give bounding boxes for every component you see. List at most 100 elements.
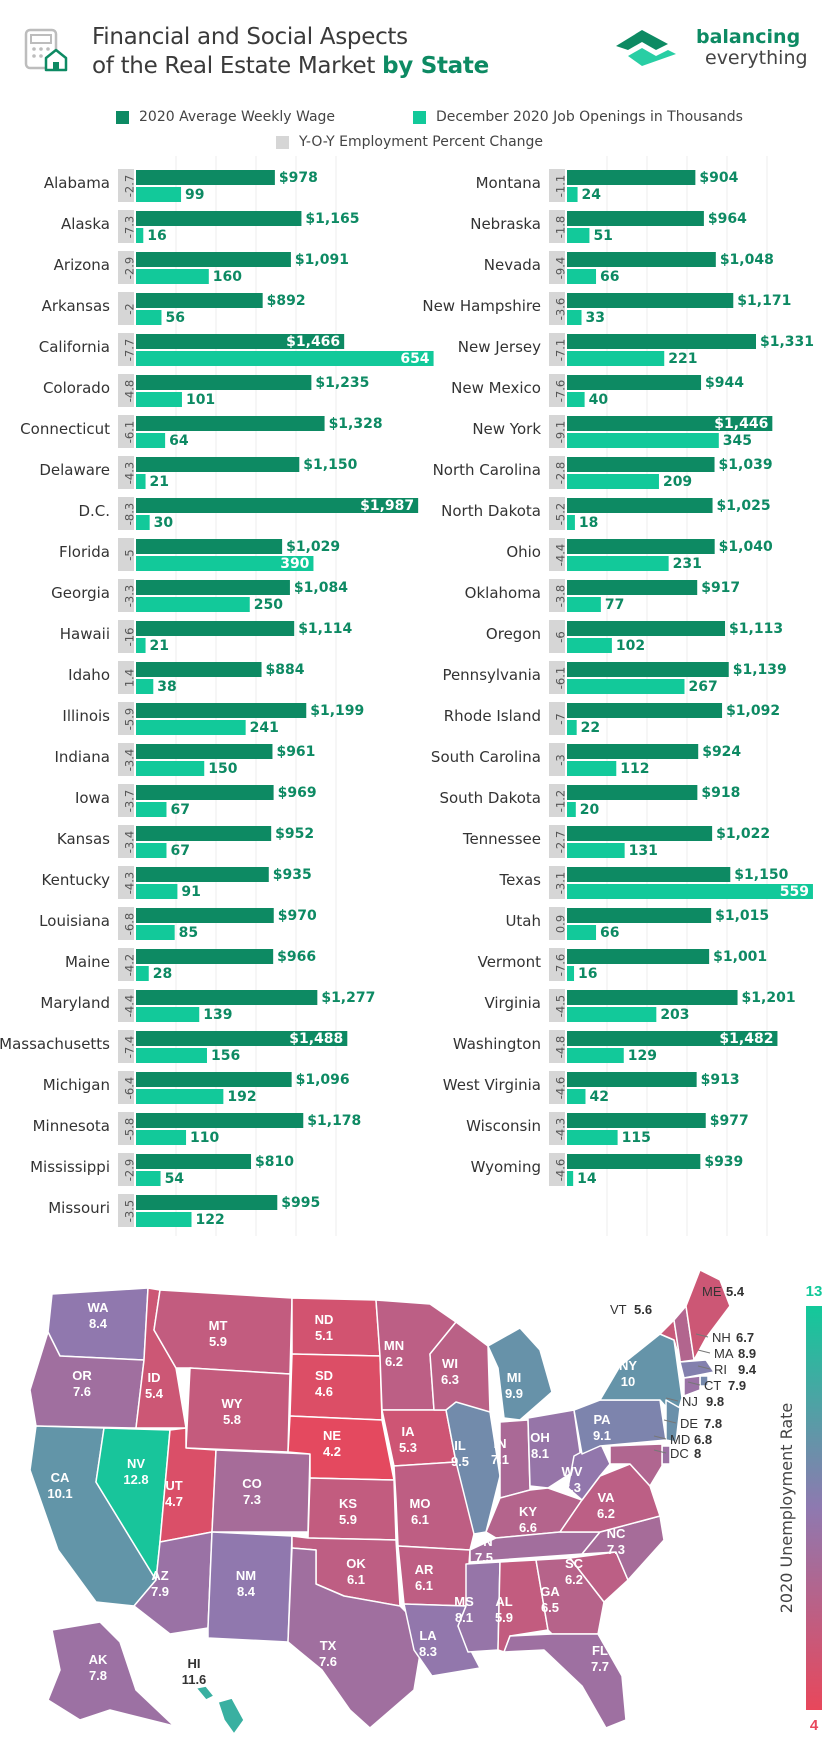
table-row: Wyoming -4.6 $939 14 [471, 1153, 743, 1187]
wage-bar [567, 662, 729, 677]
yoy-bg [118, 1194, 134, 1227]
wage-label: $1,466 [286, 334, 340, 350]
yoy-label: -4.6 [554, 1077, 568, 1099]
wage-bar [136, 375, 312, 390]
state-name-label: Pennsylvania [442, 666, 541, 684]
yoy-bg [118, 907, 134, 940]
state-code-label: TX [320, 1638, 337, 1653]
jobs-label: 156 [211, 1048, 240, 1064]
yoy-bg [118, 866, 134, 899]
wage-bar [136, 416, 325, 431]
title-text: of the Real Estate Market [92, 53, 383, 79]
yoy-bg [549, 374, 565, 407]
jobs-bar [136, 966, 149, 981]
state-rate-label-ext: 9.4 [738, 1362, 757, 1377]
wage-label: $1,201 [742, 990, 796, 1006]
state-code-label: SC [565, 1556, 584, 1571]
jobs-label: 192 [227, 1089, 256, 1105]
state-name-label: New Jersey [458, 338, 541, 356]
state-code-label: MT [209, 1318, 228, 1333]
yoy-label: -2.7 [123, 175, 137, 197]
state-region-ny [599, 1333, 683, 1419]
yoy-label: -7.6 [554, 380, 568, 402]
state-name-label: Oregon [486, 625, 541, 643]
jobs-label: 67 [170, 843, 189, 859]
wage-label: $1,092 [726, 703, 780, 719]
state-rate-label: 8.1 [531, 1446, 549, 1461]
wage-label: $892 [267, 293, 306, 309]
leader-line [697, 1365, 711, 1370]
state-region-ma [679, 1359, 715, 1379]
state-name-label: Arizona [54, 256, 110, 274]
state-rate-label: 7.3 [607, 1542, 625, 1557]
jobs-bar [136, 720, 246, 735]
jobs-bar [136, 433, 166, 448]
table-row: Louisiana -6.8 $970 85 [39, 907, 317, 941]
state-name-label: D.C. [78, 502, 110, 520]
jobs-bar [567, 433, 719, 448]
yoy-bg [549, 538, 565, 571]
yoy-label: -4.3 [123, 462, 137, 484]
yoy-label: -2 [123, 303, 137, 314]
yoy-bg [549, 579, 565, 612]
leader-line [653, 1449, 667, 1454]
jobs-label: 129 [628, 1048, 657, 1064]
jobs-label: 231 [673, 556, 702, 572]
wage-label: $1,025 [717, 498, 771, 514]
yoy-bg [118, 497, 134, 530]
jobs-label: 28 [153, 966, 172, 982]
jobs-label: 18 [579, 515, 598, 531]
yoy-bg [549, 1030, 565, 1063]
wage-label: $917 [701, 580, 740, 596]
wage-bar [567, 334, 757, 349]
jobs-label: 77 [605, 597, 624, 613]
jobs-label: 66 [600, 925, 619, 941]
yoy-label: 0.9 [554, 915, 568, 933]
state-name-label: Utah [505, 912, 541, 930]
wage-bar [136, 867, 269, 882]
jobs-label: 150 [208, 761, 237, 777]
yoy-bg [118, 292, 134, 325]
wage-label: $1,178 [307, 1113, 361, 1129]
wage-bar [136, 744, 273, 759]
jobs-label: 91 [181, 884, 200, 900]
house-calculator-icon [24, 28, 68, 72]
state-name-label: Nebraska [470, 215, 541, 233]
wage-label: $1,091 [295, 252, 349, 268]
table-row: South Dakota -1.2 $918 20 [439, 784, 740, 818]
jobs-bar [136, 638, 146, 653]
leader-line [653, 1435, 667, 1440]
jobs-bar [136, 228, 144, 243]
jobs-bar [567, 474, 659, 489]
wage-label: $924 [702, 744, 741, 760]
jobs-bar [567, 802, 576, 817]
state-rate-label: 7.8 [89, 1668, 107, 1683]
table-row: Illinois -5.9 $1,199 241 [62, 702, 364, 736]
leader-line [663, 1419, 677, 1424]
jobs-bar [136, 843, 167, 858]
state-rate-label: 10 [621, 1374, 635, 1389]
leader-line [697, 1349, 711, 1354]
yoy-bg [549, 661, 565, 694]
wage-bar [567, 1154, 701, 1169]
state-name-label: Illinois [62, 707, 110, 725]
state-rate-label: 7.6 [319, 1654, 337, 1669]
state-name-label: Colorado [43, 379, 110, 397]
wage-label: $935 [273, 867, 312, 883]
state-name-label: California [39, 338, 110, 356]
state-name-label: Rhode Island [444, 707, 541, 725]
title-bold: by State [382, 53, 489, 79]
state-rate-label: 6.2 [565, 1572, 583, 1587]
wage-label: $1,084 [294, 580, 348, 596]
yoy-label: -3.7 [123, 790, 137, 812]
state-rate-label: 6.1 [347, 1572, 365, 1587]
yoy-label: -2.9 [123, 1159, 137, 1181]
yoy-label: -7 [554, 713, 568, 724]
yoy-label: -1.1 [554, 175, 568, 197]
table-row: Colorado -4.8 $1,235 101 [43, 374, 369, 408]
yoy-label: -4.3 [123, 872, 137, 894]
yoy-label: -4.4 [123, 995, 137, 1017]
jobs-bar [136, 1048, 207, 1063]
wage-label: $1,482 [719, 1031, 773, 1047]
